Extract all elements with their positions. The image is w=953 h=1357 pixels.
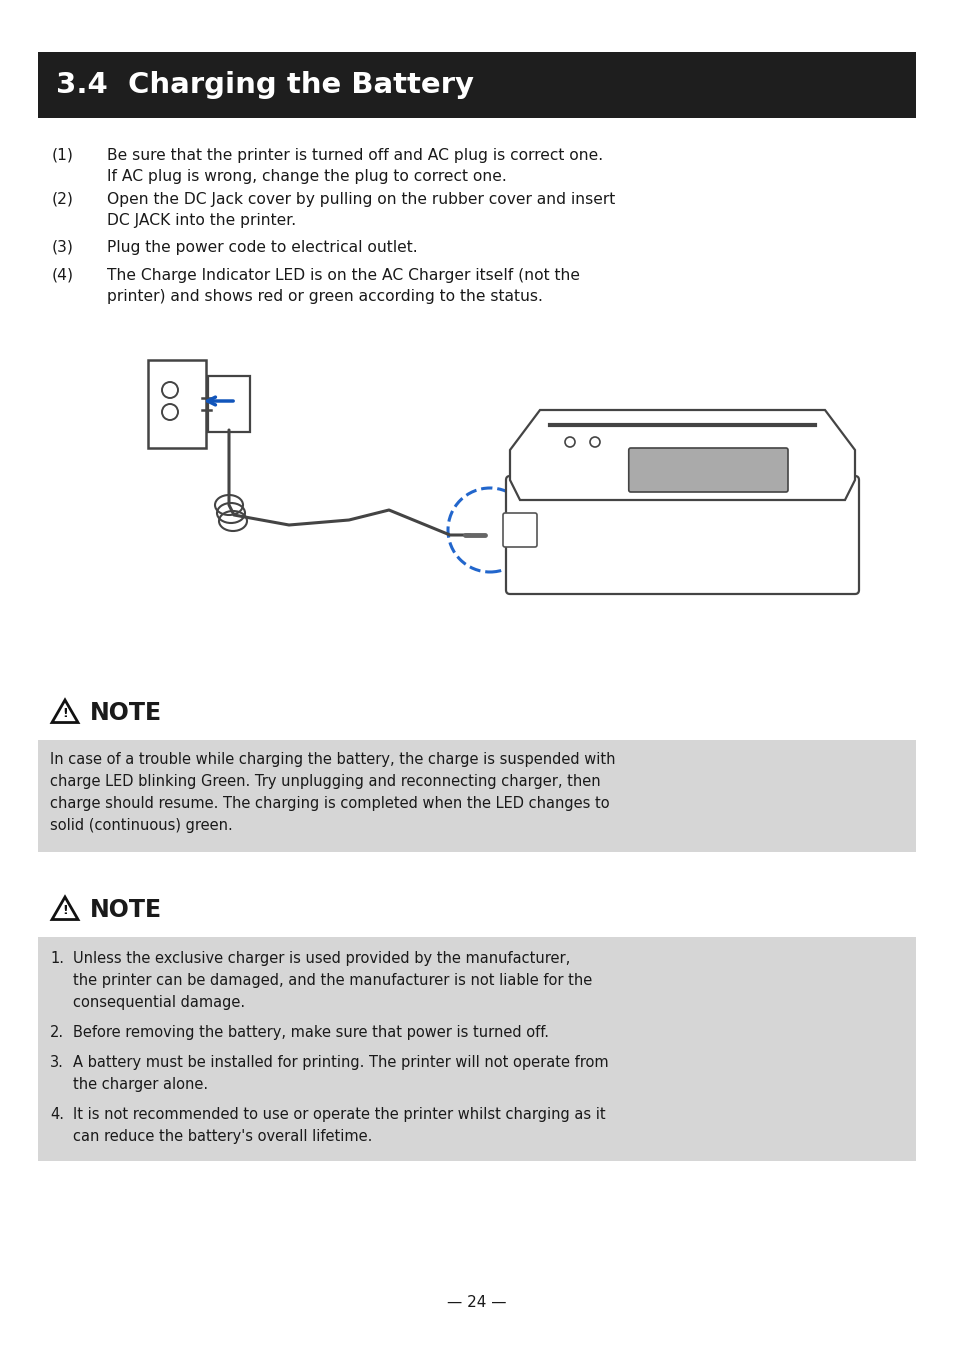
Text: consequential damage.: consequential damage. (73, 995, 245, 1010)
Text: charge LED blinking Green. Try unplugging and reconnecting charger, then: charge LED blinking Green. Try unpluggin… (50, 773, 600, 788)
Text: can reduce the battery's overall lifetime.: can reduce the battery's overall lifetim… (73, 1129, 372, 1144)
Text: 3.4  Charging the Battery: 3.4 Charging the Battery (56, 71, 474, 99)
Polygon shape (52, 897, 78, 920)
FancyBboxPatch shape (502, 513, 537, 547)
Circle shape (162, 404, 178, 421)
Text: In case of a trouble while charging the battery, the charge is suspended with: In case of a trouble while charging the … (50, 752, 615, 767)
FancyBboxPatch shape (208, 376, 250, 432)
Text: Before removing the battery, make sure that power is turned off.: Before removing the battery, make sure t… (73, 1025, 548, 1039)
Text: the charger alone.: the charger alone. (73, 1077, 208, 1092)
Text: (3): (3) (52, 240, 73, 255)
FancyBboxPatch shape (38, 936, 915, 1162)
FancyBboxPatch shape (148, 360, 206, 448)
Text: NOTE: NOTE (90, 898, 162, 921)
Text: charge should resume. The charging is completed when the LED changes to: charge should resume. The charging is co… (50, 797, 609, 811)
Text: 4.: 4. (50, 1107, 64, 1122)
Text: 1.: 1. (50, 951, 64, 966)
FancyBboxPatch shape (628, 448, 787, 493)
Text: printer) and shows red or green according to the status.: printer) and shows red or green accordin… (107, 289, 542, 304)
Polygon shape (52, 700, 78, 722)
Circle shape (564, 437, 575, 446)
Text: solid (continuous) green.: solid (continuous) green. (50, 818, 233, 833)
Text: It is not recommended to use or operate the printer whilst charging as it: It is not recommended to use or operate … (73, 1107, 605, 1122)
FancyBboxPatch shape (38, 740, 915, 852)
Circle shape (589, 437, 599, 446)
Text: NOTE: NOTE (90, 702, 162, 725)
Polygon shape (510, 410, 854, 499)
Text: !: ! (62, 905, 68, 917)
Text: Be sure that the printer is turned off and AC plug is correct one.: Be sure that the printer is turned off a… (107, 148, 602, 163)
Text: the printer can be damaged, and the manufacturer is not liable for the: the printer can be damaged, and the manu… (73, 973, 592, 988)
Text: (2): (2) (52, 191, 73, 208)
Text: Plug the power code to electrical outlet.: Plug the power code to electrical outlet… (107, 240, 417, 255)
Text: — 24 —: — 24 — (447, 1295, 506, 1310)
Text: If AC plug is wrong, change the plug to correct one.: If AC plug is wrong, change the plug to … (107, 170, 506, 185)
Text: 3.: 3. (50, 1054, 64, 1071)
Text: DC JACK into the printer.: DC JACK into the printer. (107, 213, 295, 228)
Text: 2.: 2. (50, 1025, 64, 1039)
Text: Open the DC Jack cover by pulling on the rubber cover and insert: Open the DC Jack cover by pulling on the… (107, 191, 615, 208)
Text: Unless the exclusive charger is used provided by the manufacturer,: Unless the exclusive charger is used pro… (73, 951, 570, 966)
Text: A battery must be installed for printing. The printer will not operate from: A battery must be installed for printing… (73, 1054, 608, 1071)
Text: !: ! (62, 707, 68, 721)
Text: (4): (4) (52, 267, 74, 284)
FancyBboxPatch shape (38, 52, 915, 118)
FancyBboxPatch shape (505, 476, 858, 594)
Text: The Charge Indicator LED is on the AC Charger itself (not the: The Charge Indicator LED is on the AC Ch… (107, 267, 579, 284)
Text: (1): (1) (52, 148, 73, 163)
Circle shape (162, 383, 178, 398)
